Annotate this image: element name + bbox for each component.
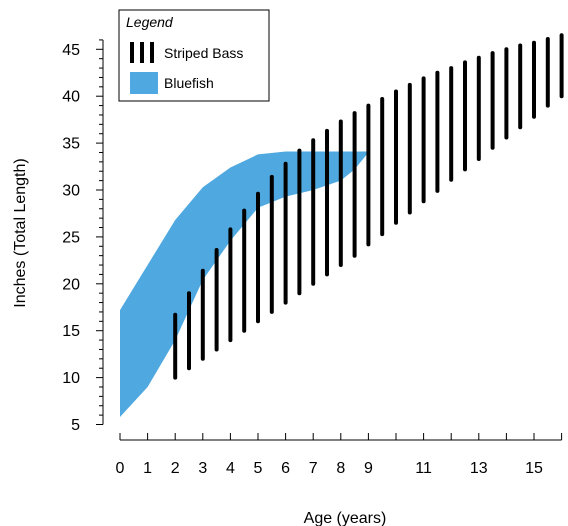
legend-title: Legend [126, 14, 174, 30]
x-tick-label: 13 [470, 460, 488, 477]
y-tick-label: 5 [71, 417, 80, 434]
y-tick-label: 25 [62, 229, 80, 246]
x-tick-label: 9 [364, 460, 373, 477]
x-tick-label: 11 [415, 460, 432, 477]
x-tick-label: 3 [198, 460, 207, 477]
y-tick-label: 40 [62, 89, 80, 106]
legend: Legend Striped Bass Bluefish [118, 9, 270, 102]
y-axis-label: Inches (Total Length) [12, 158, 29, 307]
legend-bluefish-label: Bluefish [164, 75, 214, 91]
y-tick-label: 15 [62, 323, 80, 340]
y-tick-label: 45 [62, 42, 80, 59]
legend-striped-bass-marker [130, 42, 154, 63]
legend-bluefish-swatch [130, 72, 158, 94]
x-tick-label: 15 [525, 460, 543, 477]
y-tick-label: 10 [62, 370, 80, 387]
x-axis-label: Age (years) [304, 510, 387, 526]
x-tick-label: 4 [226, 460, 235, 477]
y-tick-label: 20 [62, 276, 80, 293]
x-tick-label: 5 [254, 460, 263, 477]
y-axis: 5 10 15 20 25 30 35 40 45 [62, 39, 104, 434]
x-tick-label: 0 [116, 460, 125, 477]
legend-striped-bass-label: Striped Bass [164, 45, 243, 61]
y-tick-label: 35 [62, 136, 80, 153]
y-tick-label: 30 [62, 183, 80, 200]
x-tick-label: 7 [309, 460, 318, 477]
bluefish-band [120, 151, 369, 417]
x-tick-label: 8 [336, 460, 345, 477]
x-tick-label: 2 [171, 460, 180, 477]
x-tick-label: 6 [281, 460, 290, 477]
x-axis: 0 1 2 3 4 5 6 7 8 9 11 13 15 [116, 433, 563, 477]
x-tick-label: 1 [143, 460, 152, 477]
